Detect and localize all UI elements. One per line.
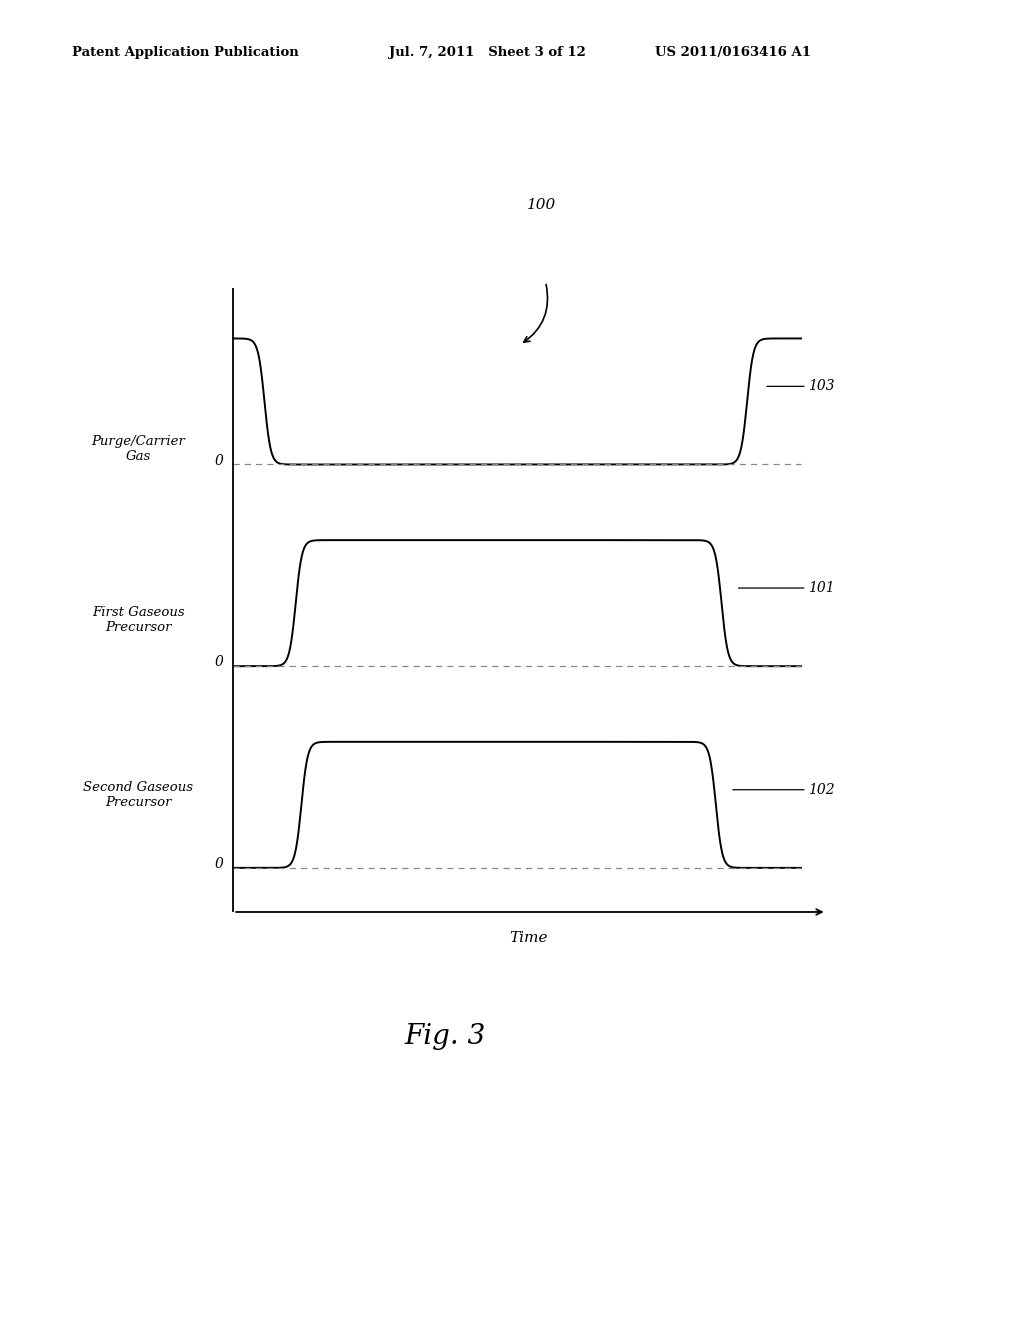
Text: US 2011/0163416 A1: US 2011/0163416 A1 [655,46,811,59]
Text: Jul. 7, 2011   Sheet 3 of 12: Jul. 7, 2011 Sheet 3 of 12 [389,46,586,59]
Text: 100: 100 [527,198,557,211]
Text: First Gaseous
Precursor: First Gaseous Precursor [92,606,184,635]
Text: 102: 102 [808,783,835,797]
Text: 0: 0 [214,656,223,669]
Text: Patent Application Publication: Patent Application Publication [72,46,298,59]
Text: Fig. 3: Fig. 3 [404,1023,486,1049]
Text: 0: 0 [214,857,223,871]
Text: 103: 103 [808,379,835,393]
Text: 0: 0 [214,454,223,467]
Text: Second Gaseous
Precursor: Second Gaseous Precursor [83,780,194,809]
Text: Time: Time [509,931,548,945]
Text: Purge/Carrier
Gas: Purge/Carrier Gas [91,434,185,463]
Text: 101: 101 [808,581,835,595]
